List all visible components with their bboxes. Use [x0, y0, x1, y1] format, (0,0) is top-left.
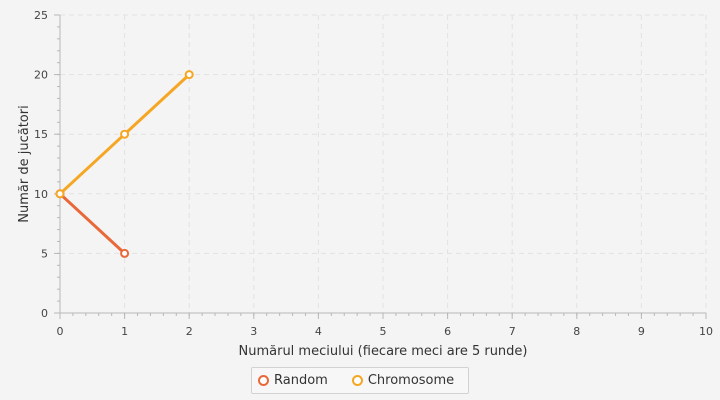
data-point-chromosome[interactable] [184, 70, 194, 80]
y-tick-label: 5 [41, 247, 48, 260]
legend-label-random: Random [274, 373, 328, 388]
data-point-random[interactable] [120, 248, 130, 258]
y-tick-label: 0 [41, 307, 48, 320]
series [55, 70, 194, 258]
legend-marker-random-icon [258, 375, 269, 386]
data-point-chromosome[interactable] [55, 189, 65, 199]
x-tick-label: 2 [186, 325, 193, 338]
x-tick-label: 5 [380, 325, 387, 338]
x-axis-title: Numărul meciului (fiecare meci are 5 run… [239, 344, 528, 359]
series-line-random [58, 192, 126, 255]
legend-item-chromosome[interactable]: Chromosome [351, 373, 455, 388]
x-tick-label: 3 [250, 325, 257, 338]
x-tick-label: 0 [57, 325, 64, 338]
x-tick-label: 8 [573, 325, 580, 338]
x-tick-label: 7 [509, 325, 516, 338]
y-tick-label: 20 [34, 69, 48, 82]
legend-label-chromosome: Chromosome [367, 373, 455, 388]
y-tick-label: 15 [34, 128, 48, 141]
grid [60, 14, 707, 313]
x-tick-label: 1 [121, 325, 128, 338]
y-tick-label: 25 [34, 9, 48, 22]
x-tick-label: 10 [699, 325, 713, 338]
y-axis-title: Număr de jucători [17, 105, 32, 222]
x-tick-label: 6 [444, 325, 451, 338]
x-tick-label: 4 [315, 325, 322, 338]
y-tick-label: 10 [34, 188, 48, 201]
x-tick-label: 9 [638, 325, 645, 338]
legend: Random Chromosome [251, 367, 469, 394]
legend-item-random[interactable]: Random [258, 373, 328, 388]
legend-marker-chromosome-icon [351, 375, 363, 386]
data-point-chromosome[interactable] [120, 129, 130, 139]
axes: 0 1 2 3 4 5 6 7 8 9 10 0 5 10 15 20 25 [34, 9, 713, 338]
